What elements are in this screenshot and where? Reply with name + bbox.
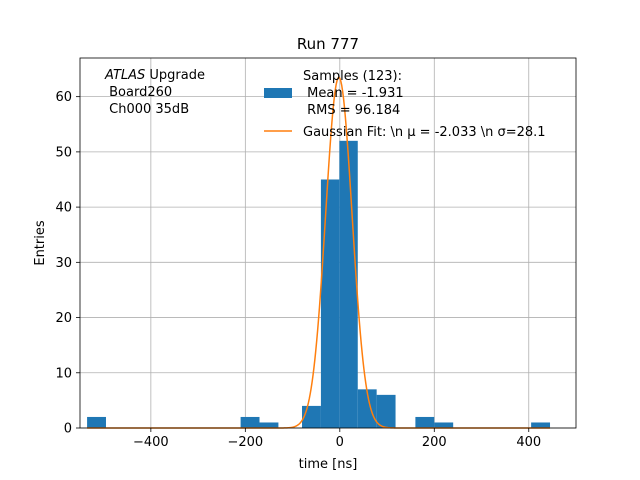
histogram-bar: [434, 422, 454, 428]
y-tick-label: 30: [55, 256, 72, 271]
x-axis-label: time [ns]: [299, 457, 358, 472]
y-tick-label: 40: [55, 201, 72, 216]
histogram-bars: [87, 140, 551, 428]
y-tick-label: 10: [55, 366, 72, 381]
annotation-line-1: ATLAS Upgrade: [104, 68, 205, 83]
annotation-box: ATLAS Upgrade Board260 Ch000 35dB: [104, 68, 205, 117]
legend-fit-label: Gaussian Fit: \n μ = -2.033 \n σ=28.1: [303, 125, 546, 140]
histogram-bar: [240, 416, 260, 428]
x-tick-label: 0: [336, 435, 344, 450]
legend-histogram-line-1: Samples (123):: [303, 69, 402, 84]
x-tick-label: −400: [133, 435, 169, 450]
y-tick-label: 20: [55, 311, 72, 326]
legend-histogram-line-2: Mean = -1.931: [303, 86, 404, 101]
plot-frame: [79, 57, 577, 429]
legend: Samples (123): Mean = -1.931 RMS = 96.18…: [264, 69, 546, 140]
x-tick-label: 200: [422, 435, 447, 450]
annotation-line-2: Board260: [105, 85, 172, 100]
histogram-bar: [320, 179, 340, 428]
atlas-label: ATLAS: [104, 68, 145, 83]
y-tick-label: 60: [55, 90, 72, 105]
histogram-bar: [376, 394, 396, 428]
x-tick-label: 400: [516, 435, 541, 450]
chart-title: Run 777: [297, 35, 359, 53]
annotation-line-3: Ch000 35dB: [105, 102, 189, 117]
histogram-bar: [87, 416, 106, 428]
upgrade-label: Upgrade: [145, 68, 205, 83]
histogram-bar: [415, 416, 435, 428]
y-axis-label: Entries: [33, 220, 48, 266]
x-axis-ticks: −400 −200 0 200 400: [133, 428, 541, 450]
histogram-bar: [259, 422, 279, 428]
histogram-bar: [531, 422, 551, 428]
x-tick-label: −200: [227, 435, 263, 450]
histogram-bar: [302, 405, 321, 428]
y-tick-label: 0: [64, 422, 72, 437]
histogram-bar: [339, 140, 358, 428]
y-axis-ticks: 0 10 20 30 40 50 60: [55, 90, 80, 437]
legend-histogram-line-3: RMS = 96.184: [303, 103, 400, 118]
legend-histogram-swatch: [264, 88, 292, 98]
histogram-bar: [357, 389, 377, 428]
y-tick-label: 50: [55, 145, 72, 160]
